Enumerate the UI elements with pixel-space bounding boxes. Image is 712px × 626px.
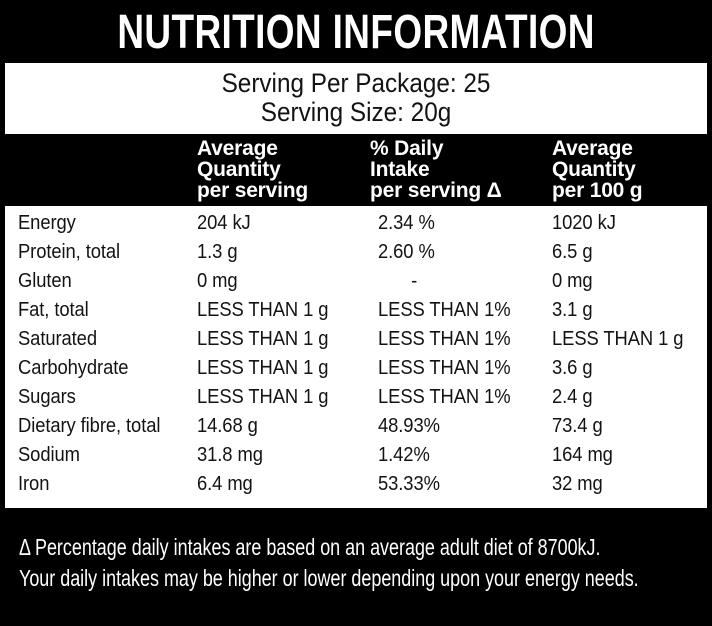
column-header-avg-per-100g: Average Quantity per 100 g [552,137,643,202]
value-per-serving: LESS THAN 1 g [197,357,329,379]
page-title: NUTRITION INFORMATION [117,6,595,59]
value-daily-intake: LESS THAN 1% [378,357,511,379]
nutrient-name: Gluten [18,270,72,292]
nutrient-name: Sodium [18,444,80,466]
value-per-100g: LESS THAN 1 g [552,328,684,350]
table-row-energy: Energy 204 kJ 2.34 % 1020 kJ [5,209,707,238]
column-header-line: per serving Δ [370,179,502,202]
value-per-serving: 6.4 mg [197,473,253,495]
table-row-carbohydrate: Carbohydrate LESS THAN 1 g LESS THAN 1% … [5,354,707,383]
value-per-serving: LESS THAN 1 g [197,328,329,350]
value-per-100g: 3.6 g [552,357,593,379]
value-daily-intake: - [411,270,418,292]
value-per-100g: 32 mg [552,473,603,495]
nutrient-name: Sugars [18,386,76,408]
nutrient-name: Carbohydrate [18,357,129,379]
serving-size-text: Serving Size: 20g [260,97,452,127]
table-row-fat: Fat, total LESS THAN 1 g LESS THAN 1% 3.… [5,296,707,325]
column-header-daily-intake: % Daily Intake per serving Δ [370,138,502,201]
nutrient-name: Saturated [18,328,97,350]
value-daily-intake: 1.42% [378,444,430,466]
column-header-line: Average [197,137,278,160]
table-row-saturated: Saturated LESS THAN 1 g LESS THAN 1% LES… [5,325,707,354]
value-per-100g: 6.5 g [552,241,593,263]
value-daily-intake: LESS THAN 1% [378,299,511,321]
table-row-sugars: Sugars LESS THAN 1 g LESS THAN 1% 2.4 g [5,383,707,412]
table-header-band: Average Quantity per serving % Daily Int… [0,134,712,206]
table-row-protein: Protein, total 1.3 g 2.60 % 6.5 g [5,238,707,267]
serving-info-panel: Serving Per Package: 25 Serving Size: 20… [5,63,707,134]
value-per-100g: 164 mg [552,444,613,466]
value-per-serving: 14.68 g [197,415,258,437]
nutrient-name: Energy [18,212,76,234]
value-daily-intake: 2.60 % [378,241,435,263]
value-per-serving: 31.8 mg [197,444,263,466]
serving-per-package-text: Serving Per Package: 25 [221,68,491,98]
title-band: NUTRITION INFORMATION [0,0,712,63]
value-per-serving: 0 mg [197,270,238,292]
footnote: Δ Percentage daily intakes are based on … [19,532,709,594]
column-header-line: Average [552,137,633,160]
nutrient-name: Dietary fibre, total [18,415,161,437]
footnote-line-1: Δ Percentage daily intakes are based on … [19,534,601,560]
column-header-line: Quantity [197,158,281,181]
value-per-100g: 2.4 g [552,386,593,408]
value-per-100g: 3.1 g [552,299,593,321]
value-per-100g: 0 mg [552,270,593,292]
table-row-sodium: Sodium 31.8 mg 1.42% 164 mg [5,441,707,470]
value-per-serving: LESS THAN 1 g [197,299,329,321]
nutrient-name: Iron [18,473,50,495]
value-per-100g: 1020 kJ [552,212,616,234]
table-row-iron: Iron 6.4 mg 53.33% 32 mg [5,470,707,499]
column-header-avg-per-serving: Average Quantity per serving [197,138,308,201]
value-per-100g: 73.4 g [552,415,603,437]
value-per-serving: 204 kJ [197,212,251,234]
value-daily-intake: 48.93% [378,415,440,437]
column-header-line: % Daily [370,137,444,160]
nutrient-name: Protein, total [18,241,121,263]
value-per-serving: LESS THAN 1 g [197,386,329,408]
value-daily-intake: LESS THAN 1% [378,328,511,350]
nutrition-table: Energy 204 kJ 2.34 % 1020 kJ Protein, to… [5,206,707,508]
footnote-line-2: Your daily intakes may be higher or lowe… [19,565,639,591]
value-daily-intake: 53.33% [378,473,440,495]
nutrient-name: Fat, total [18,299,89,321]
table-row-dietary-fibre: Dietary fibre, total 14.68 g 48.93% 73.4… [5,412,707,441]
column-header-line: Quantity [552,158,636,181]
column-header-line: Intake [370,158,430,181]
value-per-serving: 1.3 g [197,241,238,263]
column-header-line: per 100 g [552,179,643,202]
table-row-gluten: Gluten 0 mg - 0 mg [5,267,707,296]
value-daily-intake: LESS THAN 1% [378,386,511,408]
value-daily-intake: 2.34 % [378,212,435,234]
column-header-line: per serving [197,179,309,202]
